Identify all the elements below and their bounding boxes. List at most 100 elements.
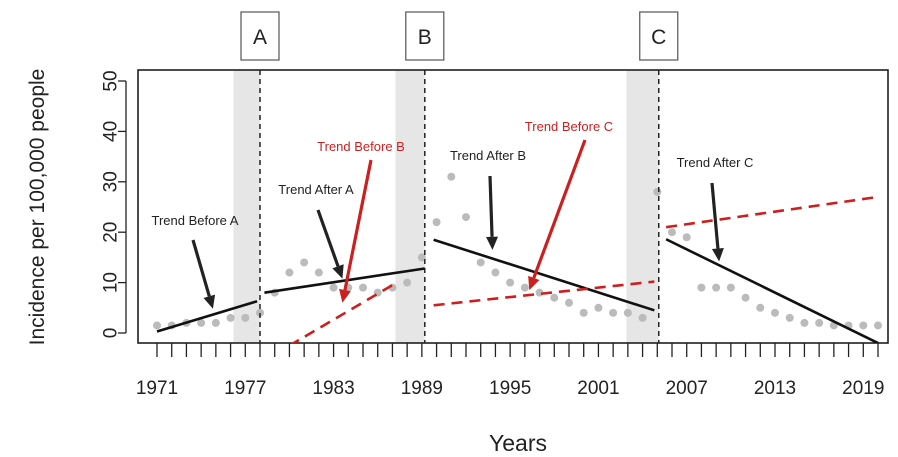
annotation-arrow-head: [339, 288, 351, 303]
annotation: Trend After A: [278, 182, 354, 279]
change-point-label-b: B: [418, 26, 432, 49]
data-point: [815, 318, 824, 327]
data-point: [491, 268, 500, 277]
annotation-label: Trend After A: [278, 182, 354, 197]
data-point: [226, 313, 235, 322]
fitted-trend-1: [264, 267, 425, 294]
x-tick-label: 2001: [577, 378, 619, 399]
data-point: [800, 318, 809, 327]
plot-frame: [137, 69, 889, 344]
annotation-arrow-head: [203, 294, 216, 309]
data-point: [447, 172, 456, 181]
data-point: [579, 308, 588, 317]
change-point-box-b: [405, 11, 445, 61]
annotation: Trend Before A: [152, 213, 239, 309]
data-point: [197, 318, 206, 327]
data-point: [300, 258, 309, 267]
shaded-region-0: [233, 70, 260, 343]
fitted-trend-2: [433, 238, 655, 312]
data-point: [785, 313, 794, 322]
change-point-label-c: C: [651, 26, 666, 49]
annotation-arrow-head: [486, 236, 499, 250]
data-point: [623, 308, 632, 317]
data-point: [874, 321, 882, 330]
annotations: Trend Before A Trend After A Trend Before …: [152, 119, 753, 309]
y-axis-label: Incidence per 100,000 people: [26, 69, 49, 346]
annotation-arrow-head: [332, 264, 344, 279]
data-point: [741, 293, 750, 302]
change-point-box-a: [240, 11, 280, 61]
x-tick-label: 1989: [401, 378, 443, 399]
data-point: [594, 303, 603, 312]
data-point: [432, 218, 441, 227]
data-point: [668, 228, 676, 237]
annotation-arrow-head: [528, 275, 540, 291]
data-point: [403, 278, 412, 287]
x-tick-label: 2013: [754, 378, 796, 399]
data-point: [697, 283, 706, 292]
axes: 0 10 20 30 40 50 1971 1977 1983 1989 1995 2001 2007 2…: [101, 70, 885, 399]
data-point: [726, 283, 735, 292]
x-tick-label: 1995: [489, 378, 531, 399]
data-point: [285, 268, 294, 277]
shaded-region-1: [395, 70, 425, 343]
annotation-label: Trend Before B: [317, 139, 405, 154]
projected-trend-0: [291, 283, 394, 343]
x-tick-label: 2007: [666, 378, 708, 399]
change-point-label-a: A: [253, 26, 267, 49]
data-point: [653, 187, 662, 196]
data-point: [314, 268, 323, 277]
y-tick-label: 0: [101, 328, 122, 339]
annotation-arrow-shaft: [191, 239, 211, 297]
annotation-label: Trend After B: [450, 148, 526, 163]
data-point: [609, 308, 618, 317]
data-point: [211, 318, 220, 327]
data-point: [476, 258, 485, 267]
projected-trend-1: [433, 280, 655, 307]
annotation-arrow-head: [711, 247, 724, 262]
shaded-regions: [233, 70, 659, 343]
y-tick-label: 20: [101, 222, 122, 243]
annotation-arrow-shaft: [343, 159, 373, 291]
data-point: [359, 283, 367, 292]
projected-trend-2: [665, 195, 879, 229]
data-point: [565, 298, 573, 307]
x-tick-label: 1977: [224, 378, 266, 399]
x-tick-label: 1983: [312, 378, 354, 399]
shaded-region-2: [626, 70, 659, 343]
x-axis-label: Years: [489, 430, 547, 456]
data-point: [241, 313, 250, 322]
annotation: Trend Before C: [525, 119, 613, 291]
fitted-trend-0: [156, 300, 258, 333]
observed-points: [153, 172, 882, 330]
annotation: Trend Before B: [317, 139, 405, 303]
fitted-trend-lines: [156, 238, 879, 343]
data-point: [153, 321, 161, 330]
data-point: [712, 283, 721, 292]
data-point: [462, 213, 470, 222]
annotation-arrow-shaft: [710, 182, 720, 249]
change-point-box-c: [639, 11, 679, 61]
change-point-lines: [259, 70, 660, 343]
fitted-trend-3: [665, 238, 879, 343]
data-point: [506, 278, 515, 287]
data-point: [520, 283, 529, 292]
y-tick-label: 10: [101, 272, 122, 293]
data-point: [417, 253, 426, 262]
data-point: [638, 313, 647, 322]
annotation: Trend After B: [450, 148, 526, 250]
data-point: [682, 233, 691, 242]
annotation-label: Trend Before A: [152, 213, 239, 228]
annotation-arrow-shaft: [532, 139, 587, 279]
annotation-label: Trend Before C: [525, 119, 613, 134]
change-point-markers: A B C: [240, 11, 679, 61]
data-point: [550, 293, 559, 302]
data-point: [329, 283, 338, 292]
annotation: Trend After C: [677, 155, 753, 262]
annotation-arrow-shaft: [488, 175, 494, 237]
annotation-arrow-shaft: [316, 209, 340, 267]
data-point: [771, 308, 779, 317]
data-point: [256, 308, 264, 317]
x-tick-label: 1971: [136, 378, 178, 399]
